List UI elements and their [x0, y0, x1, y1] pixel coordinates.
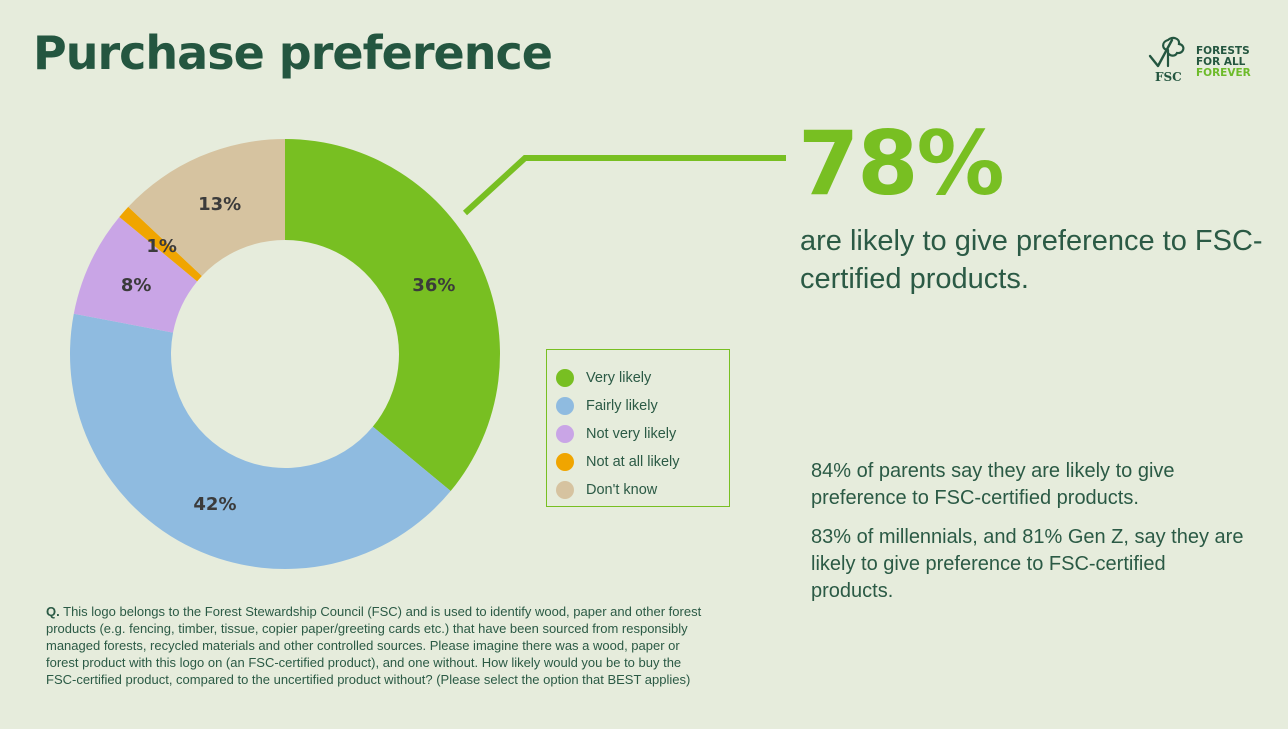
question-prefix: Q.: [46, 604, 60, 619]
legend-item: Not very likely: [556, 420, 729, 448]
tagline-line-3: FOREVER: [1196, 67, 1251, 79]
slice-not-at-all-likely: [119, 206, 202, 282]
callout-value: 78%: [798, 112, 1005, 215]
tagline-line-2: FOR ALL: [1196, 56, 1246, 68]
legend-item: Don't know: [556, 476, 729, 504]
stats-block: 84% of parents say they are likely to gi…: [811, 458, 1251, 617]
donut-slices: [70, 139, 500, 569]
fsc-logo: FSC FORESTS FOR ALL FOREVER: [1146, 36, 1258, 86]
slice-don-t-know: [128, 139, 285, 276]
legend-item: Fairly likely: [556, 392, 729, 420]
legend-item: Very likely: [556, 364, 729, 392]
legend-swatch: [556, 369, 574, 387]
slice-very-likely: [285, 139, 500, 492]
slice-label: 36%: [412, 275, 455, 296]
fsc-wordmark: FSC: [1155, 70, 1182, 84]
legend-swatch: [556, 481, 574, 499]
slice-label: 42%: [193, 494, 236, 515]
slice-fairly-likely: [70, 313, 451, 569]
chart-legend: Very likely Fairly likely Not very likely N…: [546, 349, 730, 507]
tree-checkmark-icon: [1148, 36, 1185, 68]
slice-label: 8%: [121, 275, 152, 296]
stat-parents: 84% of parents say they are likely to gi…: [811, 460, 1175, 509]
tagline-line-1: FORESTS: [1196, 45, 1250, 57]
callout-connector-line: [462, 155, 786, 216]
question-text: This logo belongs to the Forest Stewards…: [46, 604, 702, 687]
logo-tagline: FORESTS FOR ALL FOREVER: [1196, 46, 1251, 79]
legend-label: Not at all likely: [586, 454, 680, 470]
legend-label: Very likely: [586, 370, 652, 386]
slice-not-very-likely: [73, 216, 198, 333]
legend-swatch: [556, 425, 574, 443]
survey-question: Q. This logo belongs to the Forest Stewa…: [46, 603, 706, 688]
legend-swatch: [556, 453, 574, 471]
donut-slice-labels: 36% 42% 8% 1% 13%: [121, 194, 456, 515]
donut-chart: 36% 42% 8% 1% 13%: [70, 139, 786, 569]
legend-item: Not at all likely: [556, 448, 729, 476]
slice-label: 13%: [198, 194, 241, 215]
callout-text: are likely to give preference to FSC-cer…: [800, 225, 1263, 295]
legend-swatch: [556, 397, 574, 415]
legend-label: Fairly likely: [586, 398, 658, 414]
page-title: Purchase preference: [33, 26, 553, 80]
slice-label: 1%: [146, 236, 177, 257]
legend-label: Not very likely: [586, 426, 677, 442]
legend-label: Don't know: [586, 482, 658, 498]
stat-generations: 83% of millennials, and 81% Gen Z, say t…: [811, 526, 1244, 602]
